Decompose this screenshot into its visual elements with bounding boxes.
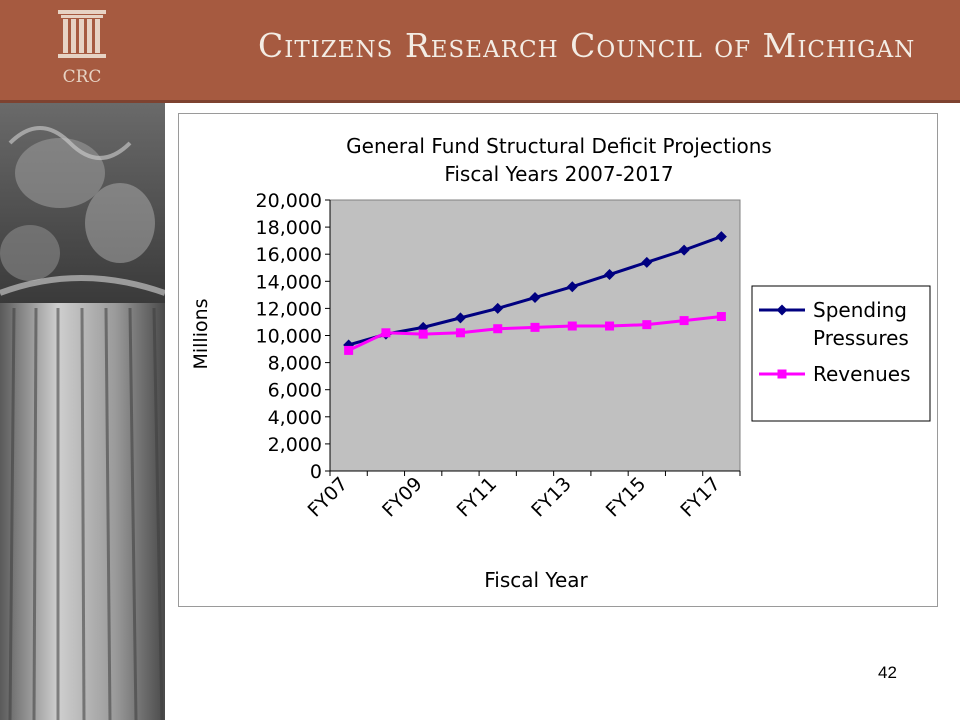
y-tick-label: 14,000: [256, 271, 322, 293]
data-point: [381, 328, 391, 338]
legend-label: Spending Pressures: [813, 298, 909, 350]
x-tick-label: FY15: [602, 473, 651, 522]
series-layer: [343, 231, 727, 355]
y-tick-label: 8,000: [268, 353, 322, 375]
x-tick-label: FY13: [527, 473, 576, 522]
data-point: [529, 292, 541, 304]
y-tick-label: 4,000: [268, 407, 322, 429]
data-point: [530, 322, 540, 332]
y-tick-label: 2,000: [268, 434, 322, 456]
y-tick-label: 18,000: [256, 217, 322, 239]
header-bar: [0, 0, 960, 100]
chart-title: General Fund Structural Deficit Projecti…: [346, 134, 772, 158]
data-point: [493, 324, 503, 334]
header-divider: [0, 100, 960, 103]
legend-marker: [777, 369, 787, 379]
chart-subtitle: Fiscal Years 2007-2017: [444, 162, 673, 186]
x-tick-label: FY11: [453, 473, 502, 522]
logo-text: CRC: [63, 67, 102, 87]
y-tick-label: 10,000: [256, 326, 322, 348]
data-point: [492, 302, 504, 314]
legend-label: Revenues: [813, 362, 911, 386]
y-tick-label: 0: [310, 461, 322, 483]
data-point: [455, 328, 465, 338]
data-point: [344, 345, 354, 355]
y-tick-label: 12,000: [256, 298, 322, 320]
data-point: [605, 321, 615, 331]
data-point: [418, 329, 428, 339]
y-tick-label: 6,000: [268, 380, 322, 402]
data-point: [641, 256, 653, 268]
column-image: [0, 103, 165, 720]
data-point: [716, 312, 726, 322]
y-tick-label: 16,000: [256, 244, 322, 266]
legend: Spending Pressures Revenues: [751, 285, 931, 422]
data-point: [715, 231, 727, 243]
line-chart: General Fund Structural Deficit Projecti…: [190, 134, 931, 592]
data-point: [679, 316, 689, 326]
data-point: [678, 244, 690, 256]
organization-title: Citizens Research Council of Michigan: [258, 26, 916, 65]
x-tick-label: FY17: [676, 473, 725, 522]
y-axis-label: Millions: [190, 298, 212, 369]
data-point: [566, 281, 578, 293]
page-number: 42: [878, 663, 897, 682]
legend-marker: [776, 304, 788, 316]
plot-area: [329, 199, 741, 472]
crc-logo: CRC: [58, 10, 106, 87]
data-point: [567, 321, 577, 331]
y-tick-label: 20,000: [256, 190, 322, 212]
chart-area: General Fund Structural Deficit Projecti…: [178, 113, 938, 607]
data-point: [454, 312, 466, 324]
data-point: [604, 269, 616, 281]
data-point: [642, 320, 652, 330]
x-axis-label: Fiscal Year: [484, 568, 588, 592]
x-tick-label: FY09: [378, 473, 427, 522]
